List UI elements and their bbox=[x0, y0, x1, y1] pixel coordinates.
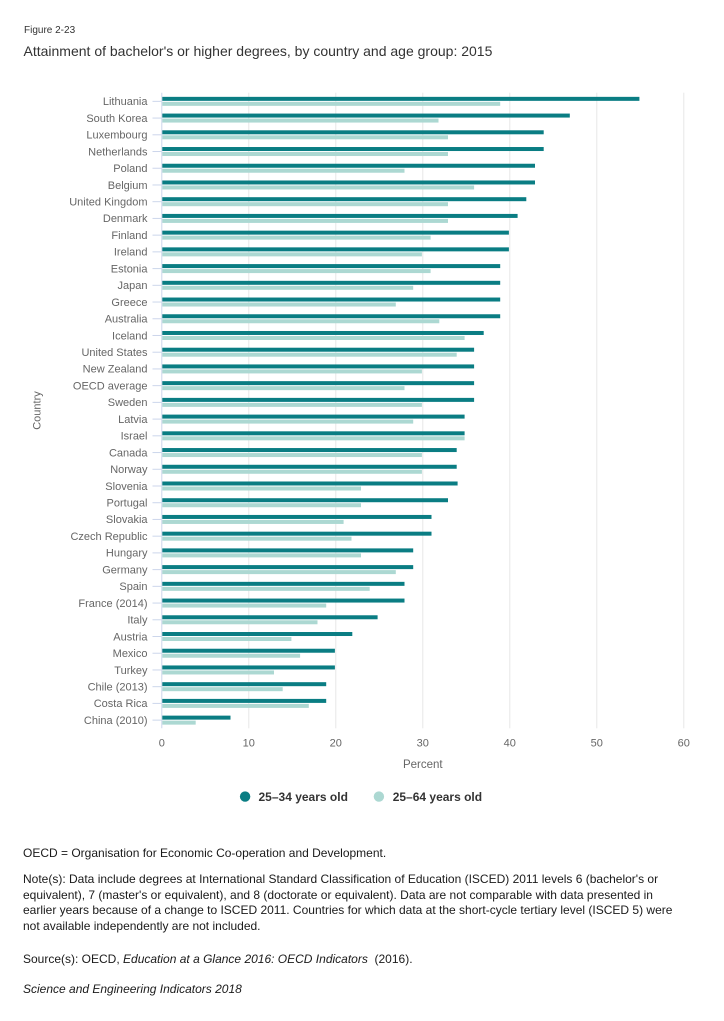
svg-text:United Kingdom: United Kingdom bbox=[69, 196, 147, 208]
svg-text:20: 20 bbox=[330, 737, 342, 749]
svg-text:Hungary: Hungary bbox=[106, 548, 148, 560]
svg-text:60: 60 bbox=[678, 737, 690, 749]
svg-text:South Korea: South Korea bbox=[86, 113, 148, 125]
svg-text:France (2014): France (2014) bbox=[78, 598, 147, 610]
svg-text:Denmark: Denmark bbox=[103, 213, 148, 225]
svg-text:Spain: Spain bbox=[119, 581, 147, 593]
svg-text:Austria: Austria bbox=[113, 631, 148, 643]
svg-text:40: 40 bbox=[504, 737, 516, 749]
svg-text:Portugal: Portugal bbox=[107, 498, 148, 510]
svg-text:Estonia: Estonia bbox=[111, 263, 149, 275]
svg-text:50: 50 bbox=[591, 737, 603, 749]
svg-text:Iceland: Iceland bbox=[112, 330, 147, 342]
svg-text:OECD average: OECD average bbox=[73, 380, 148, 392]
svg-text:Canada: Canada bbox=[109, 447, 148, 459]
svg-text:Turkey: Turkey bbox=[114, 665, 148, 677]
svg-text:Mexico: Mexico bbox=[113, 648, 148, 660]
svg-text:Norway: Norway bbox=[110, 464, 148, 476]
svg-text:Latvia: Latvia bbox=[118, 414, 148, 426]
svg-text:Lithuania: Lithuania bbox=[103, 96, 149, 108]
svg-text:Netherlands: Netherlands bbox=[88, 146, 148, 158]
svg-text:Slovakia: Slovakia bbox=[106, 514, 148, 526]
svg-text:New Zealand: New Zealand bbox=[83, 364, 148, 376]
svg-text:Chile (2013): Chile (2013) bbox=[88, 681, 148, 693]
svg-text:Sweden: Sweden bbox=[108, 397, 148, 409]
svg-text:10: 10 bbox=[243, 737, 255, 749]
svg-text:Israel: Israel bbox=[121, 431, 148, 443]
svg-text:Ireland: Ireland bbox=[114, 247, 148, 259]
svg-text:Greece: Greece bbox=[111, 297, 147, 309]
svg-text:China (2010): China (2010) bbox=[84, 715, 148, 727]
svg-text:Japan: Japan bbox=[118, 280, 148, 292]
svg-text:25–64 years old: 25–64 years old bbox=[393, 790, 482, 804]
svg-text:Germany: Germany bbox=[102, 564, 148, 576]
svg-text:Italy: Italy bbox=[127, 615, 148, 627]
svg-text:Finland: Finland bbox=[111, 230, 147, 242]
svg-text:Belgium: Belgium bbox=[108, 180, 148, 192]
svg-text:30: 30 bbox=[417, 737, 429, 749]
svg-text:0: 0 bbox=[159, 737, 165, 749]
svg-text:25–34 years old: 25–34 years old bbox=[259, 790, 348, 804]
svg-text:Australia: Australia bbox=[105, 314, 149, 326]
svg-text:Poland: Poland bbox=[113, 163, 147, 175]
svg-text:Luxembourg: Luxembourg bbox=[86, 130, 147, 142]
svg-text:Percent: Percent bbox=[403, 759, 443, 771]
svg-text:Country: Country bbox=[32, 391, 44, 430]
svg-text:United States: United States bbox=[81, 347, 148, 359]
svg-text:Slovenia: Slovenia bbox=[105, 481, 148, 493]
svg-text:Costa Rica: Costa Rica bbox=[94, 698, 149, 710]
svg-text:Czech Republic: Czech Republic bbox=[70, 531, 148, 543]
